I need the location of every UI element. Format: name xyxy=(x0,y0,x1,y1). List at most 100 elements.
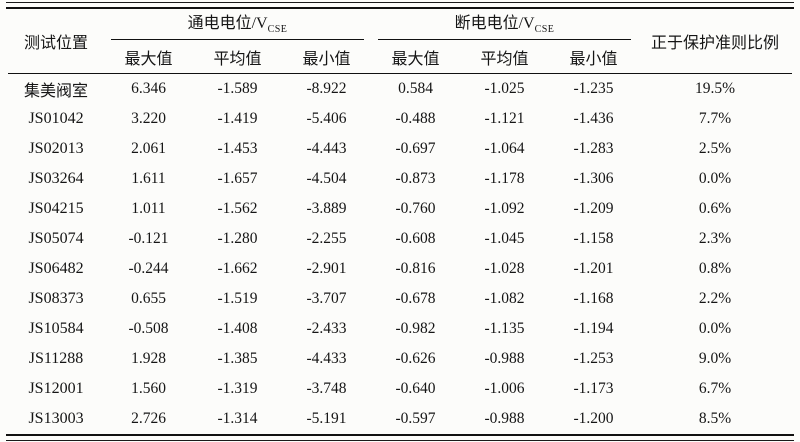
header-ratio: 正于保护准则比例 xyxy=(650,35,779,53)
cell-value: -0.816 xyxy=(395,260,436,278)
on-potential-label: 通电电位/VCSE xyxy=(111,9,364,41)
cell-value: -1.135 xyxy=(484,320,525,338)
cell-value: 2.061 xyxy=(131,140,166,158)
cell-position: JS11288 xyxy=(28,350,84,368)
table-outer-rules: 测试位置 通电电位/VCSE 断电电位/VCSE 正于保护准则比例 最大值 平均… xyxy=(6,2,794,442)
header-on-avg: 平均值 xyxy=(213,50,262,68)
header-on-potential-group: 通电电位/VCSE xyxy=(104,9,371,41)
cell-value: -1.235 xyxy=(573,80,614,98)
cell-position: JS02013 xyxy=(28,140,84,158)
on-potential-subscript: CSE xyxy=(267,24,288,36)
cell-value: -1.006 xyxy=(484,380,525,398)
cell-value: -3.748 xyxy=(306,380,347,398)
cell-value: -1.082 xyxy=(484,290,525,308)
header-off-potential-group: 断电电位/VCSE xyxy=(371,9,638,41)
cell-value: 2.5% xyxy=(698,140,732,158)
cell-value: 9.0% xyxy=(698,350,732,368)
header-on-min: 最小值 xyxy=(302,50,351,68)
cell-value: -1.025 xyxy=(484,80,525,98)
cell-value: -2.433 xyxy=(306,320,347,338)
cell-value: 19.5% xyxy=(694,80,736,98)
cell-value: -1.253 xyxy=(573,350,614,368)
cell-value: -3.889 xyxy=(306,200,347,218)
cell-value: 6.7% xyxy=(698,380,732,398)
cell-value: 0.0% xyxy=(698,320,732,338)
cell-value: -1.178 xyxy=(484,170,525,188)
cell-position: JS05074 xyxy=(28,230,84,248)
table-row: JS06482 -0.244 -1.662 -2.901 -0.816 -1.028 -1.… xyxy=(8,254,792,284)
on-potential-text: 通电电位/V xyxy=(187,15,268,32)
cell-value: -0.608 xyxy=(395,230,436,248)
cell-value: -1.064 xyxy=(484,140,525,158)
cell-value: -5.406 xyxy=(306,110,347,128)
cell-position: JS10584 xyxy=(28,320,84,338)
cell-value: -1.209 xyxy=(573,200,614,218)
cell-value: -0.121 xyxy=(128,230,169,248)
cell-value: 1.011 xyxy=(131,200,166,218)
cell-value: -2.255 xyxy=(306,230,347,248)
cell-value: -1.283 xyxy=(573,140,614,158)
cell-value: 7.7% xyxy=(698,110,732,128)
header-off-avg: 平均值 xyxy=(480,50,529,68)
cell-value: -1.662 xyxy=(217,260,258,278)
cell-value: -1.408 xyxy=(217,320,258,338)
header-position: 测试位置 xyxy=(23,35,88,53)
cell-value: 2.726 xyxy=(131,410,166,428)
cell-position: JS12001 xyxy=(28,380,84,398)
header-on-max: 最大值 xyxy=(124,50,173,68)
table-row: JS01042 3.220 -1.419 -5.406 -0.488 -1.121 -1.4… xyxy=(8,104,792,134)
cell-position: JS06482 xyxy=(28,260,84,278)
cell-value: -1.657 xyxy=(217,170,258,188)
table-row: JS08373 0.655 -1.519 -3.707 -0.678 -1.082 -1.1… xyxy=(8,284,792,314)
cell-position: JS08373 xyxy=(28,290,84,308)
cell-value: -1.194 xyxy=(573,320,614,338)
header-off-min: 最小值 xyxy=(569,50,618,68)
cell-value: 1.560 xyxy=(131,380,166,398)
cell-value: -1.385 xyxy=(217,350,258,368)
cell-value: -5.191 xyxy=(306,410,347,428)
cell-value: -1.319 xyxy=(217,380,258,398)
cell-value: -0.597 xyxy=(395,410,436,428)
cell-value: -4.504 xyxy=(306,170,347,188)
cell-value: 0.0% xyxy=(698,170,732,188)
cell-value: 1.928 xyxy=(131,350,166,368)
cell-value: 3.220 xyxy=(131,110,166,128)
cell-value: -1.173 xyxy=(573,380,614,398)
table-inner-rules: 测试位置 通电电位/VCSE 断电电位/VCSE 正于保护准则比例 最大值 平均… xyxy=(6,7,794,437)
cell-value: -0.873 xyxy=(395,170,436,188)
cell-position: 集美阀室 xyxy=(23,83,88,101)
cell-value: -1.121 xyxy=(484,110,525,128)
cell-value: -1.589 xyxy=(217,80,258,98)
header-stat-row: 最大值 平均值 最小值 最大值 平均值 最小值 xyxy=(8,40,792,74)
cell-value: 0.655 xyxy=(131,290,166,308)
cell-value: -4.443 xyxy=(306,140,347,158)
cell-value: -1.280 xyxy=(217,230,258,248)
table-row: JS11288 1.928 -1.385 -4.433 -0.626 -0.988 -1.2… xyxy=(8,344,792,374)
cell-value: -1.158 xyxy=(573,230,614,248)
cell-value: 0.6% xyxy=(698,200,732,218)
cell-value: 1.611 xyxy=(131,170,166,188)
header-group-row: 测试位置 通电电位/VCSE 断电电位/VCSE 正于保护准则比例 xyxy=(8,9,792,52)
cell-value: -1.562 xyxy=(217,200,258,218)
cell-value: -1.419 xyxy=(217,110,258,128)
cell-value: -0.244 xyxy=(128,260,169,278)
cell-value: -1.028 xyxy=(484,260,525,278)
table-row: 集美阀室 6.346 -1.589 -8.922 0.584 -1.025 -1.235 19… xyxy=(8,74,792,105)
cell-value: 2.2% xyxy=(698,290,732,308)
cell-value: -0.508 xyxy=(128,320,169,338)
cell-value: -0.982 xyxy=(395,320,436,338)
table-header: 测试位置 通电电位/VCSE 断电电位/VCSE 正于保护准则比例 最大值 平均… xyxy=(8,9,792,74)
cell-value: 2.3% xyxy=(698,230,732,248)
cell-value: -3.707 xyxy=(306,290,347,308)
cell-value: -8.922 xyxy=(306,80,347,98)
cell-value: -0.988 xyxy=(484,410,525,428)
table-row: JS10584 -0.508 -1.408 -2.433 -0.982 -1.135 -1.… xyxy=(8,314,792,344)
measurement-table: 测试位置 通电电位/VCSE 断电电位/VCSE 正于保护准则比例 最大值 平均… xyxy=(8,9,792,434)
table-row: JS03264 1.611 -1.657 -4.504 -0.873 -1.178 -1.3… xyxy=(8,164,792,194)
off-potential-label: 断电电位/VCSE xyxy=(378,9,631,41)
cell-position: JS04215 xyxy=(28,200,84,218)
cell-value: 8.5% xyxy=(698,410,732,428)
cell-value: -1.436 xyxy=(573,110,614,128)
table-row: JS02013 2.061 -1.453 -4.443 -0.697 -1.064 -1.2… xyxy=(8,134,792,164)
cell-position: JS03264 xyxy=(28,170,84,188)
